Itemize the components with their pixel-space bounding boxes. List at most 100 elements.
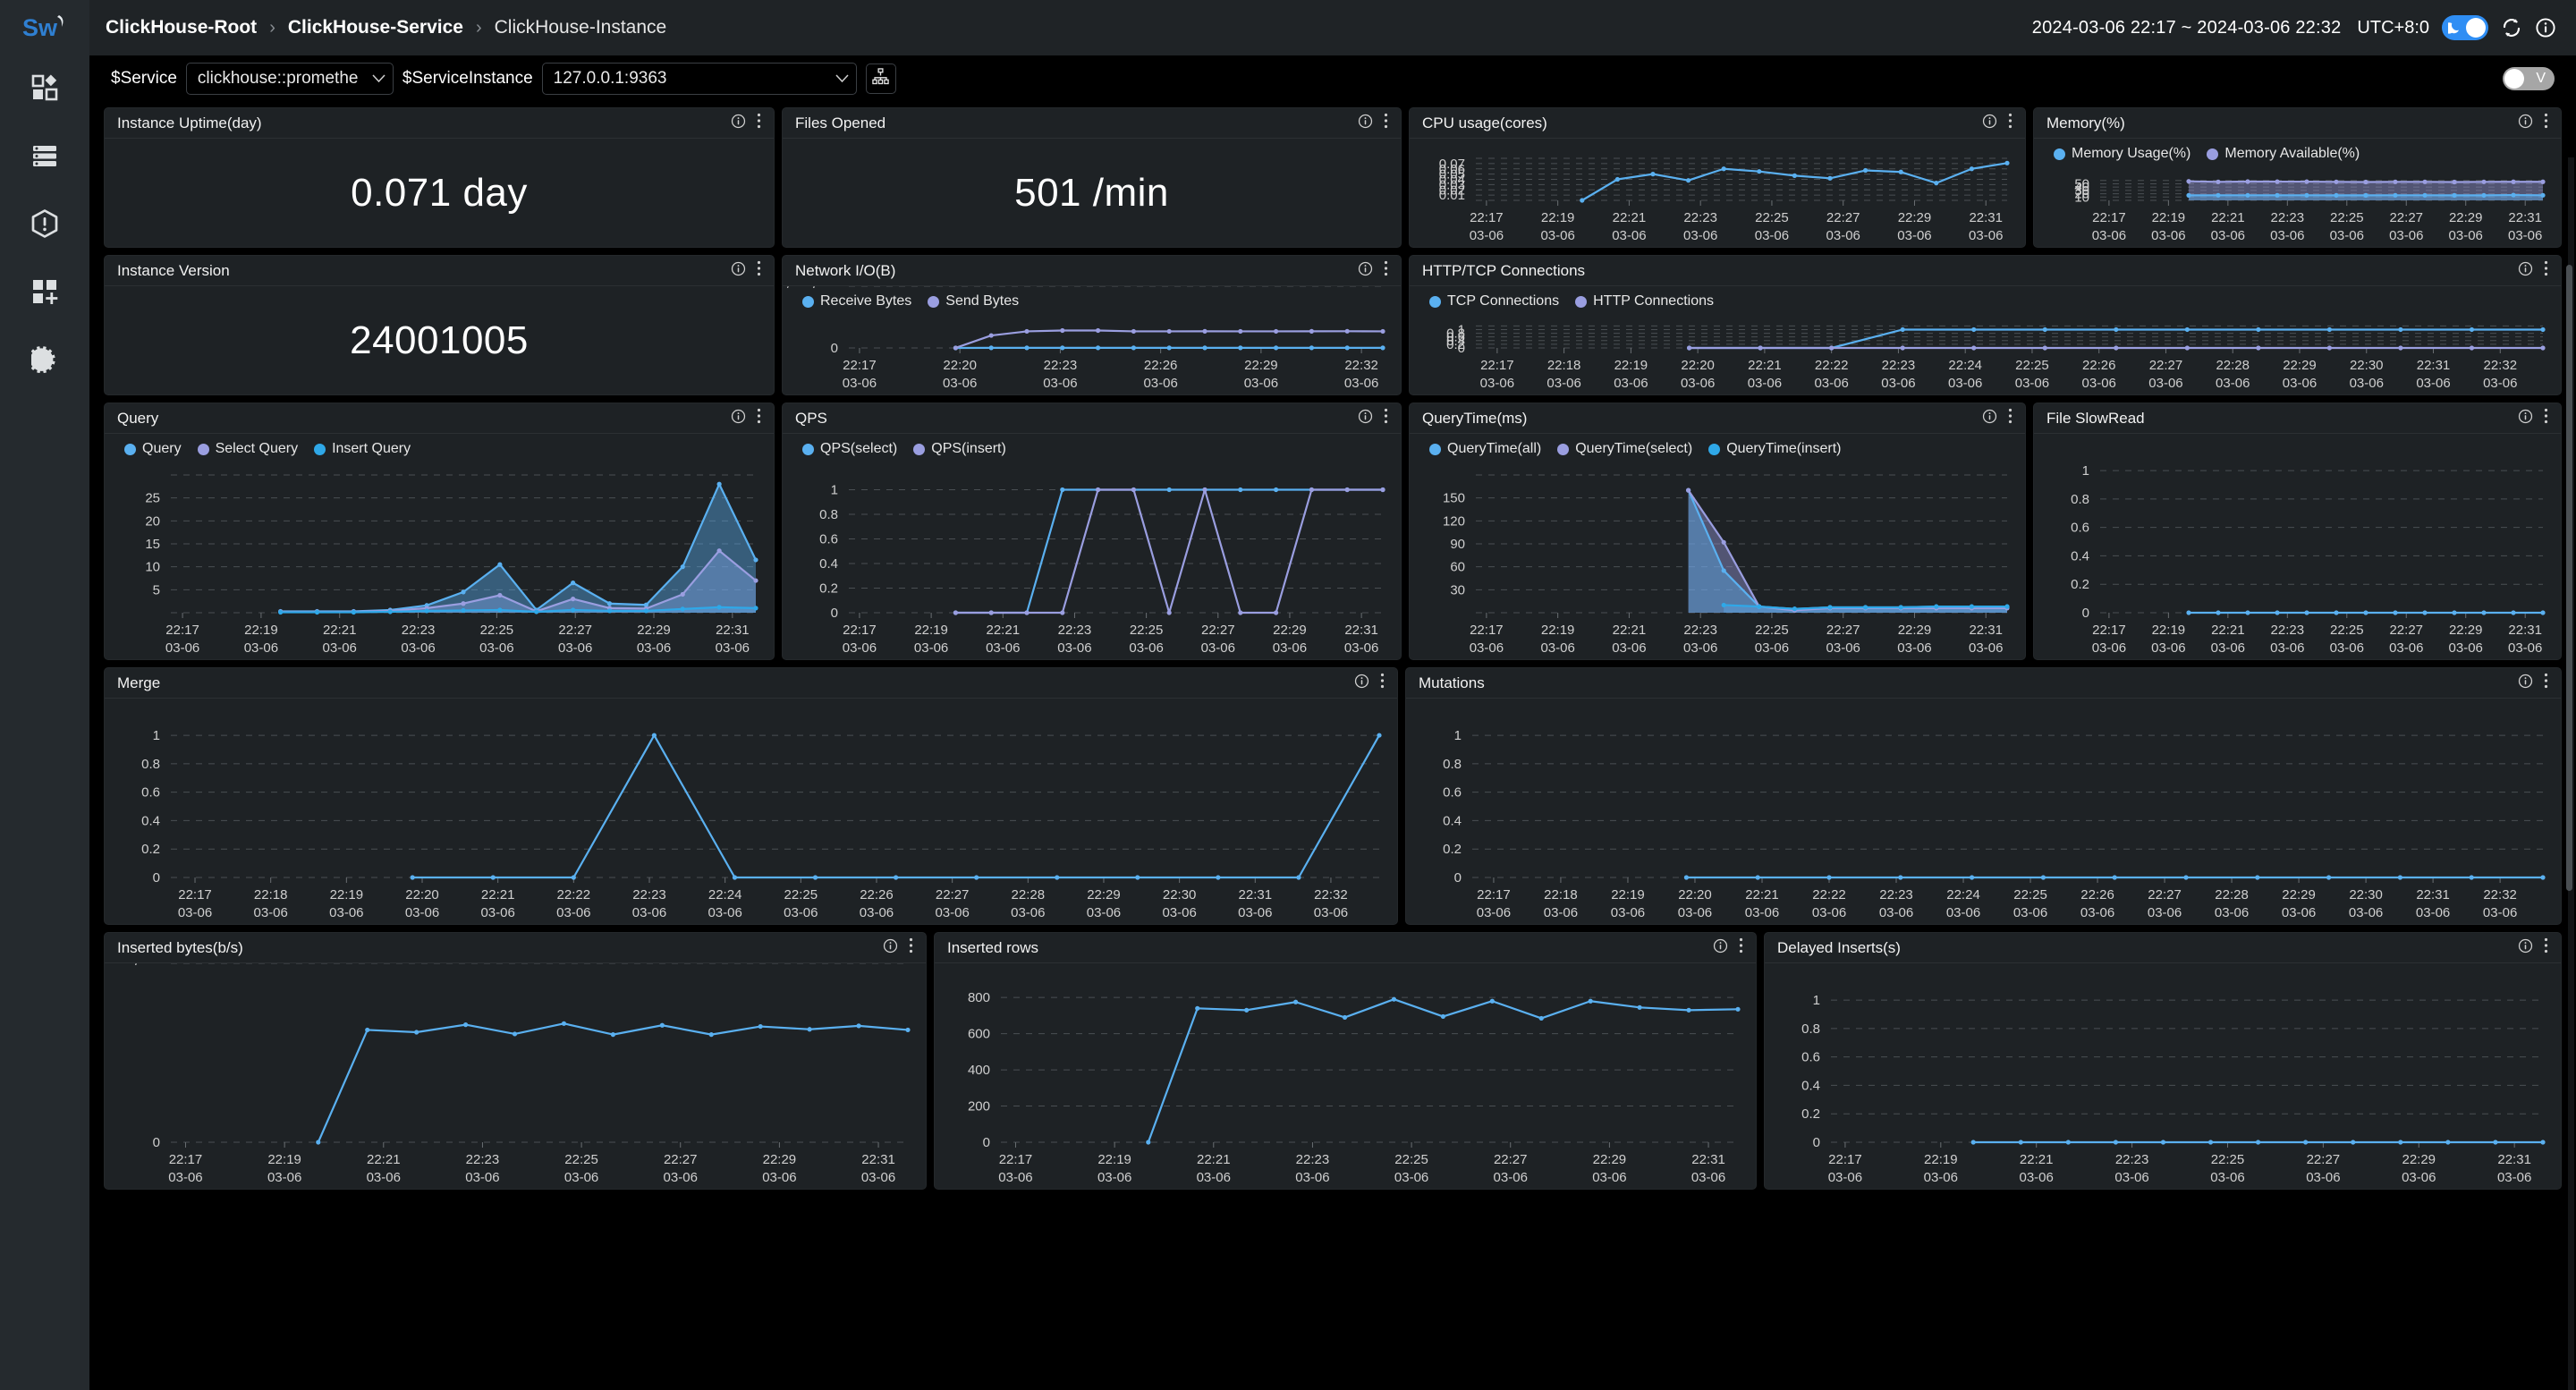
sidebar-item-alarm[interactable] <box>0 191 89 259</box>
service-select[interactable]: clickhouse::prometheus-clickho <box>185 63 394 95</box>
breadcrumb-item-service[interactable]: ClickHouse-Service <box>287 17 463 38</box>
chart-merge[interactable]: 0 0.2 0.4 0.6 0.8 1 22:17 03-06 22:18 03-06 22:19 0… <box>105 699 1397 924</box>
sidebar-item-services[interactable] <box>0 123 89 191</box>
chart-cpu[interactable]: 0.01 0.02 0.03 0.04 0.05 0.06 0.07 22:17 03-06 22… <box>1410 139 2025 247</box>
info-icon[interactable] <box>2518 409 2533 428</box>
svg-text:03-06: 03-06 <box>998 1170 1032 1185</box>
breadcrumb-item-root[interactable]: ClickHouse-Root <box>106 17 258 38</box>
legend-item[interactable]: QPS(select) <box>802 441 897 457</box>
info-icon[interactable] <box>2535 17 2556 38</box>
chart-httptcp[interactable]: 0 0.2 0.4 0.6 0.8 1 22:17 03-06 22:18 03-06 22:19 0… <box>1410 286 2561 394</box>
info-icon[interactable] <box>1713 938 1728 958</box>
alarm-hexagon-icon <box>31 208 58 242</box>
legend-item[interactable]: QueryTime(select) <box>1557 441 1692 457</box>
kebab-menu-icon[interactable] <box>2544 260 2548 281</box>
info-icon[interactable] <box>1354 674 1369 693</box>
legend-item[interactable]: Memory Available(%) <box>2207 146 2360 162</box>
view-mode-toggle[interactable]: V <box>2503 67 2555 90</box>
info-icon[interactable] <box>731 261 746 281</box>
legend-item[interactable]: Query <box>124 441 182 457</box>
svg-text:03-06: 03-06 <box>1043 376 1077 391</box>
chart-querytime[interactable]: 30 60 90 120 150 22:17 03-06 22:19 03-06 22:21 03-… <box>1410 434 2025 659</box>
chart-query[interactable]: 5 10 15 20 25 22:17 03-06 22:19 03-06 22:21 03-06 2… <box>105 434 774 659</box>
info-icon[interactable] <box>1982 409 1997 428</box>
svg-text:22:21: 22:21 <box>987 623 1021 638</box>
kebab-menu-icon[interactable] <box>1739 937 1743 958</box>
svg-text:22:30: 22:30 <box>2350 358 2384 373</box>
info-icon[interactable] <box>1358 409 1373 428</box>
kebab-menu-icon[interactable] <box>757 260 761 281</box>
time-range-picker[interactable]: 2024-03-06 22:17 ~ 2024-03-06 22:32 <box>2031 17 2342 38</box>
svg-text:03-06: 03-06 <box>2508 640 2542 656</box>
chart-delayed-inserts[interactable]: 0 0.2 0.4 0.6 0.8 1 22:17 03-06 22:19 03-06 22:21 0… <box>1765 963 2561 1189</box>
sidebar-item-add-widget[interactable] <box>0 259 89 327</box>
svg-text:0: 0 <box>1454 870 1462 886</box>
kebab-menu-icon[interactable] <box>2008 113 2012 133</box>
svg-text:22:18: 22:18 <box>254 887 288 903</box>
info-icon[interactable] <box>731 114 746 133</box>
info-icon[interactable] <box>883 938 898 958</box>
sidebar-item-dashboard[interactable] <box>0 55 89 123</box>
info-icon[interactable] <box>2518 114 2533 133</box>
kebab-menu-icon[interactable] <box>757 408 761 428</box>
svg-text:22:28: 22:28 <box>2215 887 2249 903</box>
chart-inserted-rows[interactable]: 0 200 400 600 800 22:17 03-06 22:19 03-06 22:21 03… <box>935 963 1756 1189</box>
chart-memory[interactable]: 10 20 30 40 50 22:17 03-06 22:19 03-06 22:21 03-06… <box>2034 139 2561 247</box>
legend-item[interactable]: Receive Bytes <box>802 293 911 309</box>
kebab-menu-icon[interactable] <box>2544 937 2548 958</box>
legend-item[interactable]: Insert Query <box>314 441 411 457</box>
legend-item[interactable]: QPS(insert) <box>913 441 1006 457</box>
info-icon[interactable] <box>1358 261 1373 281</box>
svg-text:1: 1 <box>2082 463 2089 479</box>
kebab-menu-icon[interactable] <box>1380 673 1385 693</box>
topology-button[interactable] <box>865 64 896 94</box>
kebab-menu-icon[interactable] <box>2544 408 2548 428</box>
svg-text:03-06: 03-06 <box>1828 1170 1862 1185</box>
svg-text:22:17: 22:17 <box>843 358 877 373</box>
info-icon[interactable] <box>2518 674 2533 693</box>
svg-text:50: 50 <box>2074 176 2089 191</box>
legend-item[interactable]: QueryTime(all) <box>1429 441 1541 457</box>
kebab-menu-icon[interactable] <box>1384 408 1388 428</box>
chart-qps[interactable]: 0 0.2 0.4 0.6 0.8 1 22:17 03-06 22:19 03-06 22:21 0… <box>783 434 1401 659</box>
kebab-menu-icon[interactable] <box>909 937 913 958</box>
info-icon[interactable] <box>2518 261 2533 281</box>
legend-item[interactable]: Memory Usage(%) <box>2054 146 2190 162</box>
svg-text:22:31: 22:31 <box>1969 623 2003 638</box>
skywalking-logo[interactable]: Sw <box>0 0 89 55</box>
sidebar-item-settings[interactable] <box>0 327 89 395</box>
scrollbar-thumb[interactable] <box>2566 265 2572 891</box>
kebab-menu-icon[interactable] <box>1384 113 1388 133</box>
instance-select[interactable]: 127.0.0.1:9363 <box>541 63 857 95</box>
legend-item[interactable]: Select Query <box>197 441 298 457</box>
kebab-menu-icon[interactable] <box>757 113 761 133</box>
legend-item[interactable]: Send Bytes <box>928 293 1019 309</box>
svg-text:5: 5 <box>153 582 160 598</box>
breadcrumb-item-instance[interactable]: ClickHouse-Instance <box>494 17 667 38</box>
legend-item[interactable]: TCP Connections <box>1429 293 1559 309</box>
chart-mutations[interactable]: 0 0.2 0.4 0.6 0.8 1 22:17 03-06 22:18 03-06 22:19 0… <box>1406 699 2561 924</box>
svg-text:1: 1 <box>1813 993 1820 1008</box>
svg-text:03-06: 03-06 <box>367 1170 401 1185</box>
kebab-menu-icon[interactable] <box>2544 673 2548 693</box>
svg-text:22:20: 22:20 <box>405 887 439 903</box>
legend-item[interactable]: QueryTime(insert) <box>1708 441 1842 457</box>
svg-text:30: 30 <box>1450 582 1465 598</box>
chart-network[interactable]: 0 300,000600,000900,0001,200,0001,500,000… <box>783 286 1401 394</box>
chart-inserted-bytes[interactable]: 0 5,00010,00015,00020,00025,000 22:17 03-06… <box>105 963 926 1189</box>
kebab-menu-icon[interactable] <box>1384 260 1388 281</box>
add-widget-icon <box>31 278 58 309</box>
info-icon[interactable] <box>1982 114 1997 133</box>
info-icon[interactable] <box>731 409 746 428</box>
info-icon[interactable] <box>2518 938 2533 958</box>
kebab-menu-icon[interactable] <box>2544 113 2548 133</box>
svg-text:03-06: 03-06 <box>244 640 278 656</box>
svg-text:22:25: 22:25 <box>784 887 818 903</box>
legend-item[interactable]: HTTP Connections <box>1575 293 1714 309</box>
info-icon[interactable] <box>1358 114 1373 133</box>
chart-slowread[interactable]: 0 0.2 0.4 0.6 0.8 1 22:17 03-06 22:19 03-06 22:21 0… <box>2034 434 2561 659</box>
kebab-menu-icon[interactable] <box>2008 408 2012 428</box>
dark-mode-toggle[interactable] <box>2442 15 2488 40</box>
refresh-icon[interactable] <box>2501 17 2522 38</box>
scrollbar-track[interactable] <box>2566 157 2574 1390</box>
